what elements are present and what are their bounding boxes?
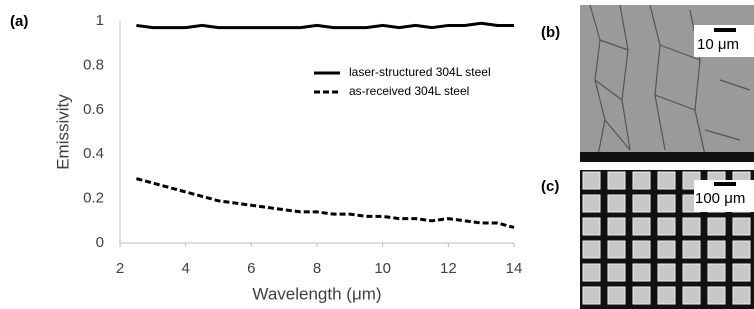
y-tick-label: 0 (96, 234, 104, 251)
pillar (633, 241, 650, 258)
panel-label: (c) (541, 178, 559, 195)
pillar (708, 218, 725, 235)
pillar (583, 195, 600, 212)
pillar (583, 264, 600, 281)
x-tick-label: 6 (247, 260, 255, 277)
y-tick-label: 0.2 (83, 190, 104, 207)
panel-label: (b) (541, 24, 560, 41)
pillar (608, 172, 625, 189)
pillar (658, 287, 675, 304)
pillar (683, 218, 700, 235)
x-tick-label: 10 (374, 260, 391, 277)
y-tick-label: 0.8 (83, 56, 104, 73)
x-tick-label: 14 (506, 260, 523, 277)
pillar (583, 218, 600, 235)
pillar (583, 287, 600, 304)
pillar (733, 218, 750, 235)
pillar (658, 241, 675, 258)
x-tick-label: 2 (116, 260, 124, 277)
pillar (583, 241, 600, 258)
pillar (608, 264, 625, 281)
pillar (608, 287, 625, 304)
pillar (633, 264, 650, 281)
figure: (a) (b) (c) 10 μm 100 μm 00.20.40.60.812… (0, 0, 754, 309)
pillar (633, 172, 650, 189)
pillar (683, 287, 700, 304)
series-line (136, 179, 514, 228)
pillar (633, 218, 650, 235)
x-tick-label: 8 (313, 260, 321, 277)
x-tick-label: 4 (181, 260, 189, 277)
pillar (658, 195, 675, 212)
x-tick-label: 12 (440, 260, 457, 277)
pillar (583, 172, 600, 189)
pillar (733, 241, 750, 258)
sem-image-c: 100 μm (580, 170, 754, 309)
pillar (708, 287, 725, 304)
pillar (608, 218, 625, 235)
pillar (708, 241, 725, 258)
y-axis-label: Emissivity (53, 94, 72, 170)
pillar (658, 264, 675, 281)
pillar (633, 287, 650, 304)
pillar (658, 172, 675, 189)
y-tick-label: 0.6 (83, 101, 104, 118)
x-axis-label: Wavelength (μm) (252, 284, 381, 303)
pillar (658, 218, 675, 235)
y-tick-label: 1 (96, 12, 104, 29)
scale-bar (714, 182, 736, 186)
sem-image-b: 10 μm (580, 5, 754, 162)
scale-bar-label: 100 μm (695, 190, 745, 207)
y-tick-label: 0.4 (83, 145, 104, 162)
legend-label: as-received 304L steel (349, 84, 469, 98)
pillar (683, 264, 700, 281)
pillar (608, 241, 625, 258)
pillar (683, 241, 700, 258)
legend-label: laser-structured 304L steel (349, 65, 491, 79)
scale-bar-label: 10 μm (697, 36, 739, 53)
panel-label: (a) (10, 13, 28, 30)
pillar (733, 287, 750, 304)
pillar (608, 195, 625, 212)
pillar (708, 264, 725, 281)
series-line (136, 23, 514, 27)
pillar (733, 264, 750, 281)
pillar (633, 195, 650, 212)
